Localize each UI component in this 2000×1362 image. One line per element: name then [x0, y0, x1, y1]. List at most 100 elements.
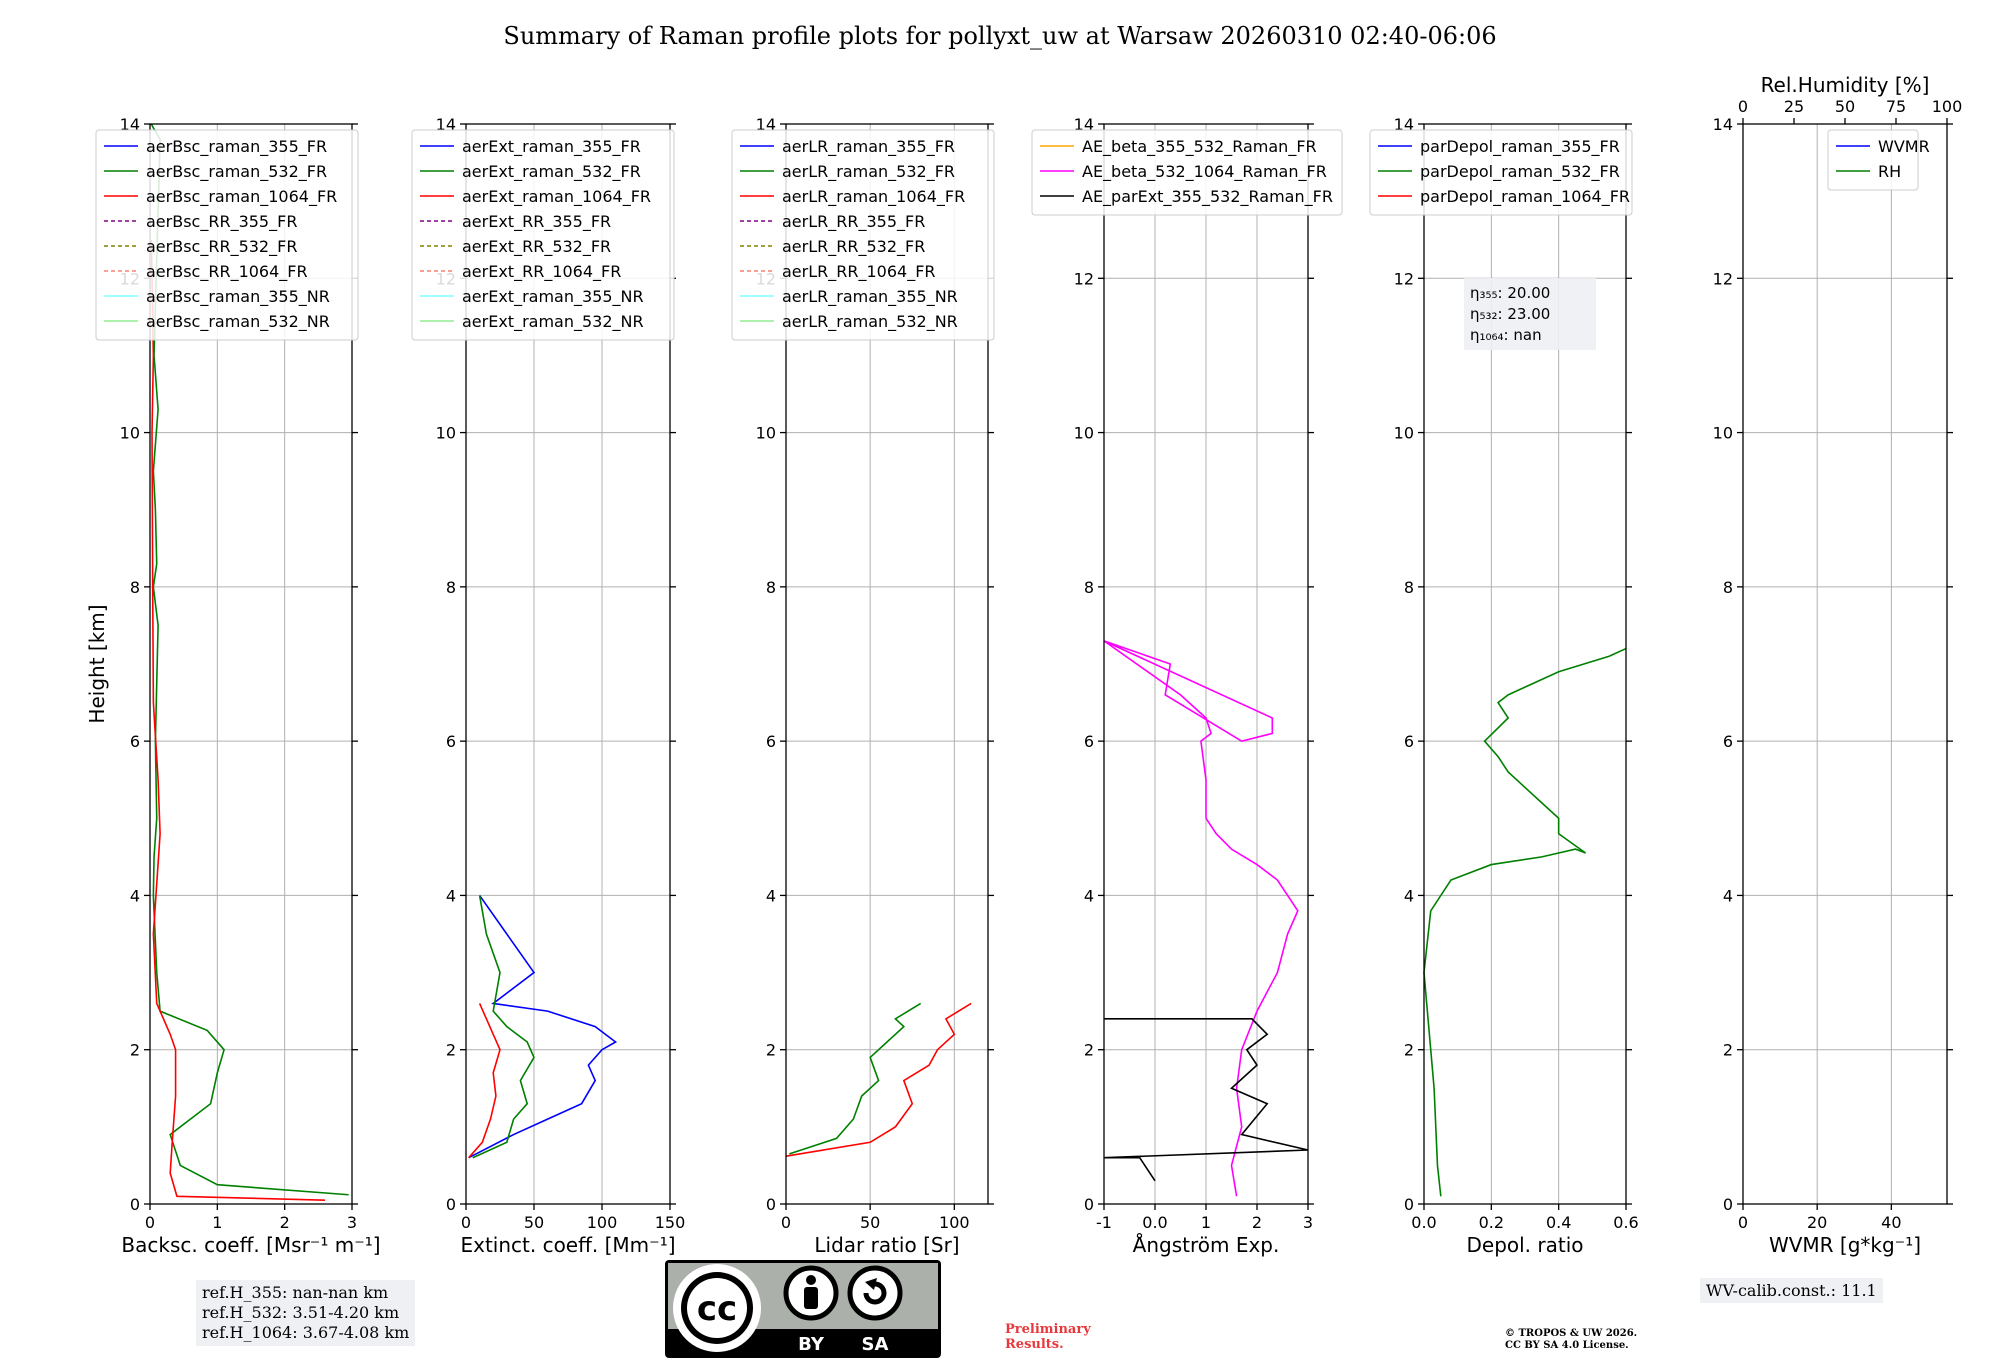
- y-tick-label: 14: [1713, 115, 1733, 134]
- eta-annotation-line: η₃₅₅: 20.00: [1470, 284, 1550, 302]
- legend-label: parDepol_raman_532_FR: [1420, 162, 1620, 182]
- y-tick-label: 12: [1394, 269, 1414, 288]
- series-line-aerLR_raman_532_FR: [789, 1002, 922, 1155]
- x-tick-label: 0.4: [1546, 1213, 1571, 1232]
- series-line-aerExt_raman_355_FR: [468, 894, 618, 1159]
- legend-label: aerBsc_RR_532_FR: [146, 237, 297, 257]
- y-tick-label: 14: [1394, 115, 1414, 134]
- y-tick-label: 10: [436, 424, 456, 443]
- top-x-tick-label: 25: [1784, 97, 1804, 116]
- legend-label: RH: [1878, 162, 1901, 181]
- x-tick-label: 40: [1881, 1213, 1901, 1232]
- legend-label: aerLR_RR_532_FR: [782, 237, 925, 257]
- legend-box: [731, 129, 995, 341]
- cc-logo-icon: cc: [697, 1289, 737, 1329]
- y-tick-label: 6: [1404, 732, 1414, 751]
- x-tick-label: 50: [860, 1213, 880, 1232]
- x-tick-label: 1: [1201, 1213, 1211, 1232]
- copyright-note: © TROPOS & UW 2026. CC BY SA 4.0 License…: [1505, 1328, 1637, 1352]
- y-tick-label: 2: [1084, 1041, 1094, 1060]
- legend-label: aerExt_raman_355_NR: [462, 287, 644, 307]
- y-tick-label: 0: [446, 1195, 456, 1214]
- license-sa-label: SA: [862, 1334, 889, 1355]
- x-tick-label: 150: [655, 1213, 686, 1232]
- legend-label: aerLR_raman_1064_FR: [782, 187, 965, 207]
- wv-calibration-box: WV-calib.const.: 11.1: [1700, 1278, 1883, 1303]
- x-tick-label: 0.0: [1411, 1213, 1436, 1232]
- legend-label: parDepol_raman_1064_FR: [1420, 187, 1630, 207]
- x-axis-label: Extinct. coeff. [Mm⁻¹]: [460, 1233, 675, 1257]
- y-tick-label: 0: [1084, 1195, 1094, 1214]
- legend-label: aerBsc_raman_355_NR: [146, 287, 330, 307]
- top-x-tick-label: 75: [1886, 97, 1906, 116]
- x-tick-label: 3: [1303, 1213, 1313, 1232]
- legend-box: [1031, 129, 1343, 216]
- legend-label: aerBsc_raman_532_FR: [146, 162, 327, 182]
- legend-label: aerExt_raman_532_FR: [462, 162, 641, 182]
- ref-height-1064: ref.H_1064: 3.67-4.08 km: [202, 1323, 410, 1342]
- x-axis-label: Backsc. coeff. [Msr⁻¹ m⁻¹]: [121, 1233, 380, 1257]
- reference-heights-box: ref.H_355: nan-nan km ref.H_532: 3.51-4.…: [196, 1280, 416, 1346]
- y-tick-label: 8: [1723, 578, 1733, 597]
- eta-annotation-box: [1464, 278, 1596, 350]
- legend-box: [95, 129, 359, 341]
- y-tick-label: 10: [1394, 424, 1414, 443]
- legend-label: aerExt_raman_532_NR: [462, 312, 644, 332]
- y-tick-label: 6: [1723, 732, 1733, 751]
- top-x-tick-label: 50: [1835, 97, 1855, 116]
- y-tick-label: 4: [1404, 886, 1414, 905]
- y-tick-label: 10: [756, 424, 776, 443]
- x-tick-label: 2: [1252, 1213, 1262, 1232]
- y-tick-label: 2: [446, 1041, 456, 1060]
- series-line-AE_beta_532_1064_Raman_FR: [1103, 640, 1299, 1197]
- series-line-aerLR_raman_1064_FR: [785, 1002, 972, 1157]
- series-line-aerBsc_raman_1064_FR: [150, 239, 326, 1201]
- x-tick-label: 0.0: [1142, 1213, 1167, 1232]
- x-tick-label: 20: [1807, 1213, 1827, 1232]
- legend-label: aerBsc_RR_1064_FR: [146, 262, 308, 282]
- y-tick-label: 6: [1084, 732, 1094, 751]
- ref-height-355: ref.H_355: nan-nan km: [202, 1283, 389, 1302]
- legend-box: [411, 129, 675, 341]
- x-tick-label: 3: [347, 1213, 357, 1232]
- x-axis-label: Lidar ratio [Sr]: [814, 1233, 959, 1257]
- y-tick-label: 10: [120, 424, 140, 443]
- y-tick-label: 8: [446, 578, 456, 597]
- y-tick-label: 6: [446, 732, 456, 751]
- legend-label: aerExt_raman_355_FR: [462, 137, 641, 157]
- eta-annotation-line: η₅₃₂: 23.00: [1470, 305, 1550, 323]
- top-x-tick-label: 0: [1738, 97, 1748, 116]
- legend-box: [1827, 129, 1919, 191]
- x-tick-label: 100: [939, 1213, 970, 1232]
- legend-label: aerExt_raman_1064_FR: [462, 187, 651, 207]
- y-tick-label: 4: [1084, 886, 1094, 905]
- top-x-axis-label: Rel.Humidity [%]: [1761, 73, 1930, 97]
- y-tick-label: 14: [1074, 115, 1094, 134]
- y-tick-label: 14: [120, 115, 140, 134]
- x-tick-label: 0: [1738, 1213, 1748, 1232]
- axes-frame: [1742, 123, 1948, 1205]
- legend-label: WVMR: [1878, 137, 1930, 156]
- legend-label: aerExt_RR_532_FR: [462, 237, 611, 257]
- legend-label: AE_beta_532_1064_Raman_FR: [1082, 162, 1327, 182]
- legend-label: aerExt_RR_355_FR: [462, 212, 611, 232]
- legend-label: AE_beta_355_532_Raman_FR: [1082, 137, 1317, 157]
- y-tick-label: 0: [130, 1195, 140, 1214]
- preliminary-results-note: Preliminary Results.: [1005, 1322, 1091, 1352]
- y-tick-label: 4: [1723, 886, 1733, 905]
- x-tick-label: 100: [587, 1213, 618, 1232]
- y-tick-label: 10: [1074, 424, 1094, 443]
- y-tick-label: 6: [766, 732, 776, 751]
- y-tick-label: 2: [1723, 1041, 1733, 1060]
- legend-label: aerLR_raman_532_FR: [782, 162, 955, 182]
- y-tick-label: 2: [130, 1041, 140, 1060]
- y-tick-label: 14: [436, 115, 456, 134]
- x-tick-label: 50: [524, 1213, 544, 1232]
- x-tick-label: 0: [461, 1213, 471, 1232]
- series-line-parDepol_raman_532_FR: [1423, 647, 1627, 1197]
- top-x-tick-label: 100: [1932, 97, 1963, 116]
- series-line-aerBsc_raman_532_FR: [150, 123, 349, 1196]
- x-tick-label: 0: [781, 1213, 791, 1232]
- legend-label: aerLR_RR_355_FR: [782, 212, 925, 232]
